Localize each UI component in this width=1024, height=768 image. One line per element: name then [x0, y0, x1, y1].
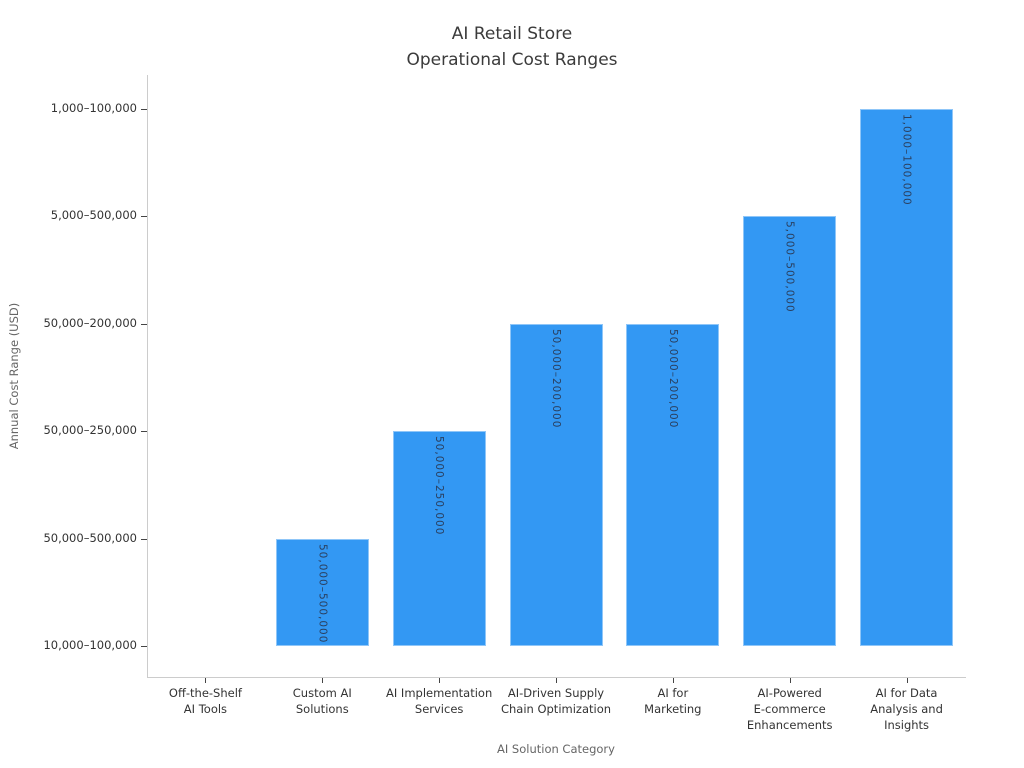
y-tick-label: 50,000–200,000	[43, 315, 137, 330]
bar-label: 50,000–200,000	[550, 328, 562, 429]
x-tick-mark	[789, 678, 791, 683]
x-tick-label: Custom AI Solutions	[292, 686, 352, 716]
bar-label: 5,000–500,000	[783, 221, 796, 314]
chart-title-line-2: Operational Cost Ranges	[406, 50, 618, 70]
bar: 50,000–200,000	[509, 323, 603, 646]
x-tick-mark	[322, 678, 324, 683]
y-tick-label: 5,000–500,000	[50, 208, 137, 223]
bar: 50,000–250,000	[392, 431, 486, 646]
y-tick-mark	[141, 538, 147, 540]
x-tick-label: AI Implementation Services	[386, 686, 493, 716]
y-tick-mark	[141, 431, 147, 433]
y-tick-mark	[141, 109, 147, 110]
x-axis-title: AI Solution Category	[497, 742, 615, 756]
bar-label: 50,000–500,000	[316, 543, 329, 644]
bar-label: 50,000–200,000	[666, 328, 679, 429]
x-tick-label: AI for Data Analysis and Insights	[870, 686, 943, 732]
x-tick-mark	[439, 678, 441, 683]
y-tick-mark	[141, 216, 147, 218]
x-tick-mark	[556, 678, 557, 683]
x-tick-label: AI-Driven Supply Chain Optimization	[500, 686, 612, 716]
bar: 1,000–100,000	[860, 109, 954, 646]
x-tick-mark	[906, 678, 908, 683]
chart-title: AI Retail Store Operational Cost Ranges	[0, 21, 1024, 73]
x-tick-label: Off-the-Shelf AI Tools	[168, 686, 242, 716]
plot-area	[147, 75, 966, 678]
x-tick-label: AI for Marketing	[644, 686, 702, 716]
y-tick-label: 50,000–500,000	[43, 530, 137, 545]
x-tick-mark	[205, 678, 207, 683]
bar-label: 1,000–100,000	[900, 114, 913, 206]
bar-label: 50,000–250,000	[433, 436, 446, 536]
y-tick-label: 50,000–250,000	[43, 423, 137, 438]
y-tick-mark	[141, 323, 147, 325]
chart-title-line-1: AI Retail Store	[451, 24, 573, 44]
y-tick-label: 1,000–100,000	[50, 101, 137, 115]
bar: 5,000–500,000	[743, 216, 837, 646]
bar: 50,000–500,000	[275, 538, 369, 646]
y-tick-mark	[141, 646, 147, 647]
bar: 50,000–200,000	[626, 323, 720, 646]
x-tick-mark	[672, 678, 674, 683]
y-tick-label: 10,000–100,000	[43, 638, 137, 652]
x-tick-label: AI-Powered E-commerce Enhancements	[746, 686, 833, 732]
